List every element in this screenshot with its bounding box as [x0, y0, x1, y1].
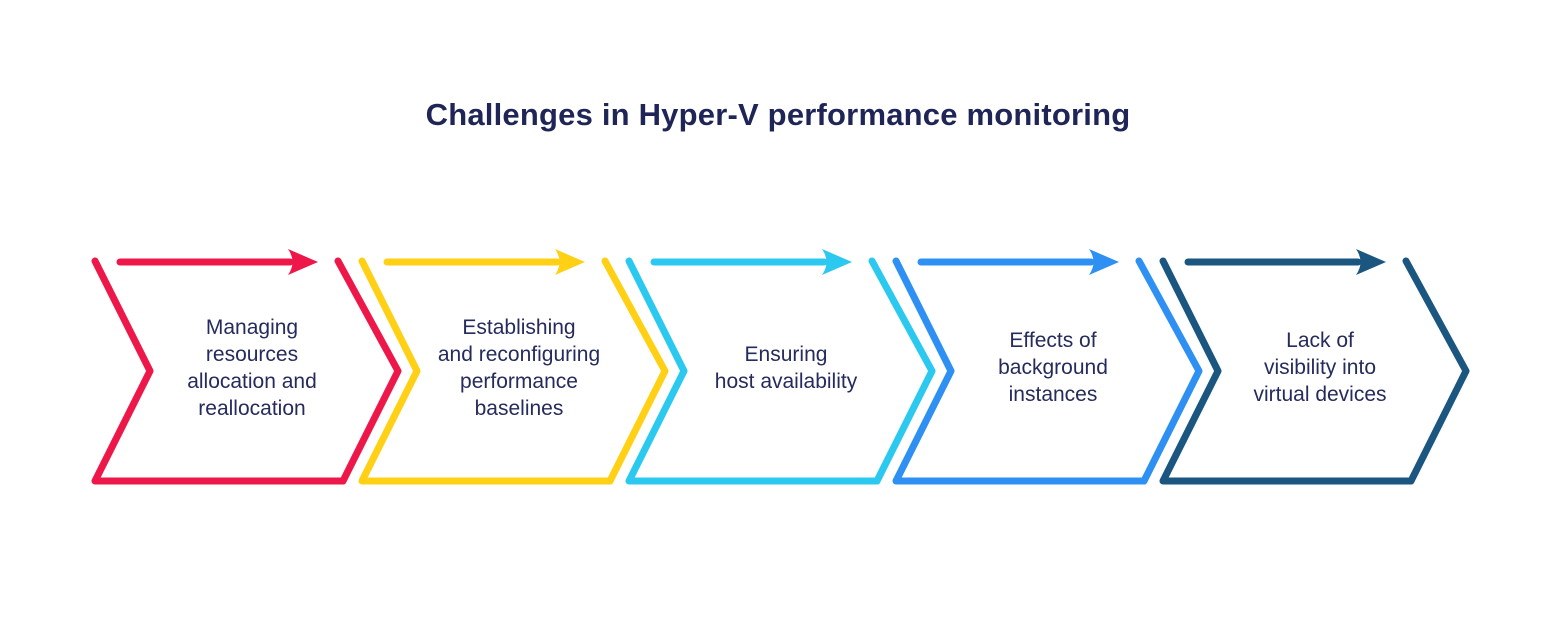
step-label: Establishing and reconfiguring performan… [437, 315, 601, 420]
step-label: Lack of visibility into virtual devices [1253, 329, 1387, 406]
arrow-right-icon [1184, 249, 1386, 275]
step-label: Ensuring host availability [714, 342, 858, 393]
arrow-right-icon [383, 249, 585, 275]
step-chevron-1: Managing resources allocation and reallo… [87, 249, 427, 495]
chevron-graphic-5 [1159, 249, 1470, 485]
step-chevron-2: Establishing and reconfiguring performan… [354, 249, 694, 495]
step-chevron-5: Lack of visibility into virtual devices [1155, 249, 1495, 495]
arrow-right-icon [917, 249, 1119, 275]
arrow-right-icon [116, 249, 318, 275]
arrow-right-icon [650, 249, 852, 275]
chevron-graphic-4 [892, 249, 1203, 485]
step-chevron-4: Effects of background instances [888, 249, 1228, 495]
chevron-outline [892, 257, 1203, 485]
step-chevron-3: Ensuring host availability [621, 249, 961, 495]
chevron-graphic-1 [91, 249, 402, 485]
step-label: Effects of background instances [998, 329, 1108, 406]
chevron-graphic-2 [358, 249, 669, 485]
chevron-outline [625, 257, 936, 485]
chevron-outline [1159, 257, 1470, 485]
chevron-graphic-3 [625, 249, 936, 485]
step-label: Managing resources allocation and reallo… [187, 315, 317, 420]
chevron-outline [358, 257, 669, 485]
page-title: Challenges in Hyper-V performance monito… [425, 97, 1131, 132]
chevron-outline [91, 257, 402, 485]
